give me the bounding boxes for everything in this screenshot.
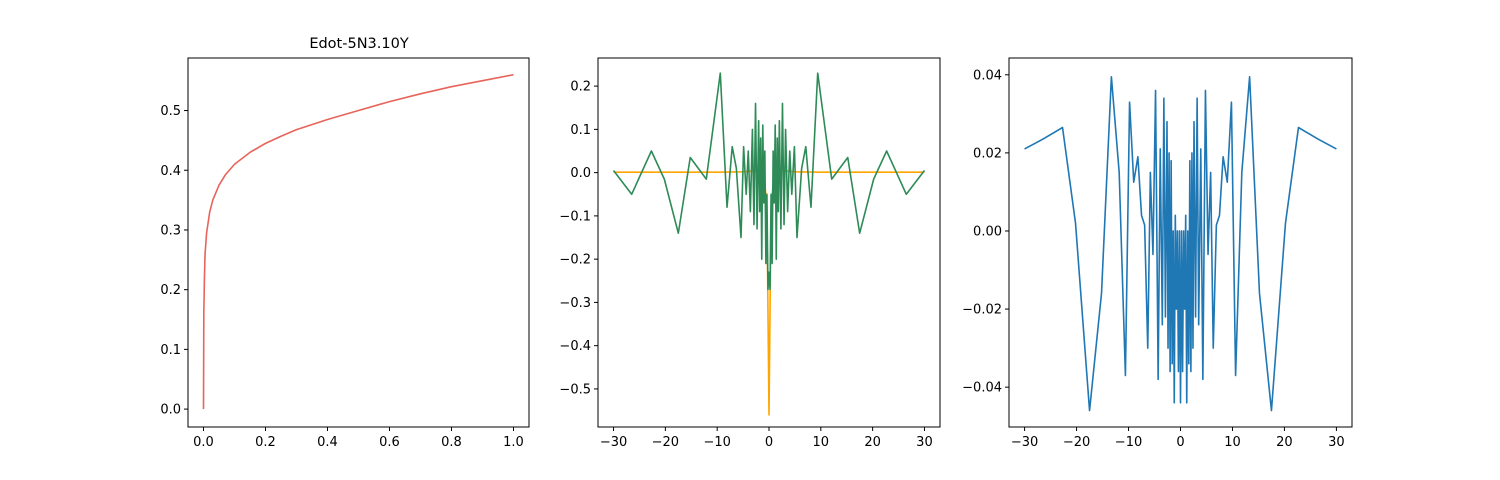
subplot-3: −30 −20 −10 0 10 20 30 −0.04 −0.02 0.00 0.02 0.04 (962, 57, 1353, 450)
subplot-2-x-tick-label: −10 (703, 435, 730, 450)
subplot-3-y-tick-label: −0.02 (962, 303, 1002, 318)
subplot-2-y-tick-label: 0.1 (570, 123, 591, 138)
subplot-2-y-tick-label: 0.0 (570, 166, 591, 181)
subplot-3-x-tick-label: 30 (1328, 435, 1345, 450)
subplot-2-x-tick-label: −30 (600, 435, 627, 450)
subplot-1-y-tick-label: 0.2 (160, 283, 181, 298)
subplot-1-x-tick-label: 1.0 (503, 435, 524, 450)
subplot-3-y-tick-label: 0.02 (973, 146, 1002, 161)
subplot-1-axes-frame (187, 57, 530, 428)
subplot-3-x-tick-label: 0 (1176, 435, 1184, 450)
subplot-2-x-tick-label: 10 (813, 435, 830, 450)
subplot-2-x-tick-label: 20 (864, 435, 881, 450)
subplot-2-y-tick-label: −0.3 (559, 296, 591, 311)
subplot-3-series-1-line (1024, 75, 1337, 412)
subplot-1-y-tick-label: 0.3 (160, 223, 181, 238)
subplot-1-y-tick-label: 0.1 (160, 343, 181, 358)
subplot-1-x-tick-label: 0.8 (441, 435, 462, 450)
subplot-2-y-tick-label: 0.2 (570, 80, 591, 95)
subplot-3-x-tick-label: −20 (1063, 435, 1090, 450)
subplot-3-x-tick-label: 10 (1224, 435, 1241, 450)
subplot-1-y-tick-label: 0.5 (160, 104, 181, 119)
subplot-2-x-tick-label: 0 (765, 435, 773, 450)
subplot-2-x-tick-label: 30 (916, 435, 933, 450)
subplot-2-y-tick-label: −0.2 (559, 253, 591, 268)
subplot-1-y-tick-label: 0.4 (160, 164, 181, 179)
subplot-1-title: Edot-5N3.10Y (309, 36, 409, 52)
subplot-3-y-tick-label: −0.04 (962, 381, 1002, 396)
subplot-2-y-tick-label: −0.1 (559, 209, 591, 224)
subplot-3-x-tick-label: 20 (1276, 435, 1293, 450)
subplot-2-x-tick-label: −20 (652, 435, 679, 450)
subplot-3-y-tick-label: 0.00 (973, 224, 1002, 239)
subplot-1-x-tick-label: 0.0 (193, 435, 214, 450)
subplot-2-series-2-line (612, 72, 926, 291)
subplot-3-x-tick-label: −10 (1115, 435, 1142, 450)
subplot-2-y-tick-label: −0.4 (559, 339, 591, 354)
subplot-3-x-tick-label: −30 (1011, 435, 1038, 450)
subplot-1-y-tick-label: 0.0 (160, 403, 181, 418)
subplot-3-y-tick-label: 0.04 (973, 68, 1002, 83)
subplot-1-x-tick-label: 0.4 (317, 435, 338, 450)
subplot-2-y-tick-label: −0.5 (559, 382, 591, 397)
subplot-2: −30 −20 −10 0 10 20 30 −0.5 −0.4 −0.3 −0.2 −0.1 0.0 0… (559, 57, 941, 450)
subplot-1-x-tick-label: 0.2 (255, 435, 276, 450)
subplot-1-x-tick-label: 0.6 (379, 435, 400, 450)
subplot-1-series-1-line (202, 73, 514, 410)
subplot-1: Edot-5N3.10Y 0.0 0.2 0.4 0.6 0.8 1.0 0.0 0.1 0.2… (160, 36, 530, 450)
